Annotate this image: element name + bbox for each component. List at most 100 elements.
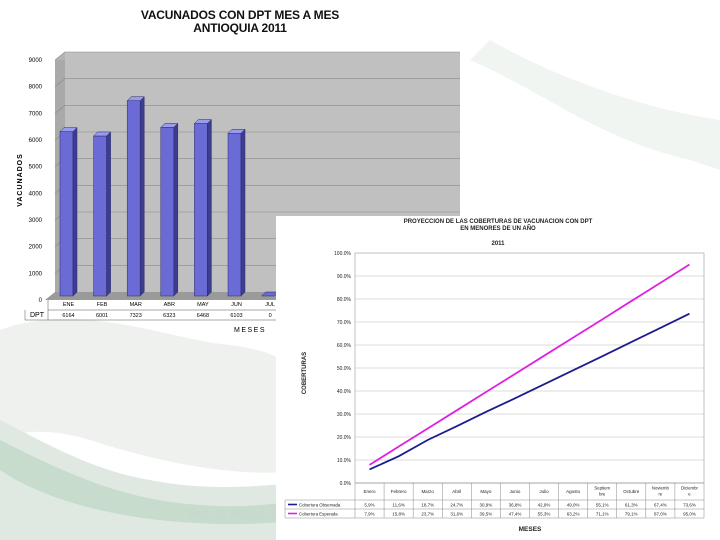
- line-chart-table-value: 47,4%: [509, 511, 522, 516]
- line-chart-subtitle: 2011: [491, 241, 505, 247]
- line-chart-x-tick-label: Mayo: [480, 489, 492, 494]
- line-chart-x-tick-label: Agosto: [566, 489, 581, 494]
- line-chart-table-value: 61,3%: [625, 502, 638, 507]
- line-chart-table-value: 55,1%: [596, 502, 609, 507]
- line-chart-x-tick-label: Febrero: [391, 489, 407, 494]
- bar-chart-y-tick-labels: 0 1000 2000 3000 4000 5000 6000 7000 8000 9000: [29, 58, 43, 304]
- bar-chart-y-tick-label: 3000: [29, 218, 43, 224]
- line-chart-y-tick-label: 80.0%: [337, 297, 352, 303]
- green-flag-stripe: [0, 440, 300, 525]
- bar-top: [160, 123, 179, 128]
- line-chart-x-axis-label: MESES: [519, 526, 542, 533]
- line-chart-x-tick-label: bre: [599, 492, 606, 497]
- bar-chart-y-tick-label: 6000: [29, 138, 43, 144]
- line-chart-table-value: 42,9%: [538, 502, 551, 507]
- line-chart: 0.0% 10.0% 20.0% 30.0% 40.0% 50.0% 60.0% 70.0% 8…: [284, 251, 705, 533]
- bar-chart-table-value: 6468: [197, 313, 209, 319]
- line-chart-y-tick-label: 30.0%: [337, 412, 352, 418]
- line-chart-y-tick-label: 10.0%: [337, 458, 352, 464]
- line-chart-x-tick-label: Junio: [510, 489, 521, 494]
- line-chart-table-value: 31,6%: [450, 511, 463, 516]
- line-chart-table-value: 15,8%: [392, 511, 405, 516]
- line-chart-x-tick-label: Diciembr: [681, 486, 699, 491]
- line-chart-y-axis-label: COBERTURAS: [302, 352, 308, 394]
- line-chart-table-value: 18,7%: [421, 502, 434, 507]
- bar-chart-table-row-label: DPT: [30, 312, 45, 319]
- bar-chart-y-tick-label: 5000: [29, 165, 43, 171]
- bar-chart-gridline-side: [54, 78, 66, 87]
- line-chart-table-value: 73,6%: [683, 502, 696, 507]
- bar-chart-y-tick-label: 1000: [29, 271, 43, 277]
- line-chart-y-tick-label: 40.0%: [337, 389, 352, 395]
- bar: [59, 127, 78, 297]
- line-chart-table-value: 11,6%: [392, 502, 404, 507]
- line-chart-x-tick-label: Abril: [452, 489, 461, 494]
- line-chart-table-value: 49,0%: [567, 502, 580, 507]
- legend-series-name: Cobertura Esperada: [299, 511, 338, 516]
- bar-chart-bars: [59, 96, 280, 297]
- footer-slogan: "Por la Salud d: [182, 506, 276, 522]
- bar-chart-y-tick-label: 8000: [29, 85, 43, 91]
- line-chart-y-tick-label: 50.0%: [337, 366, 352, 372]
- line-chart-gridlines: [355, 275, 704, 461]
- bar-chart-data-table: ENE 6164 FEB 6001 MAR 7323 ABR 6323 MAY 6468 JUN 61…: [24, 300, 278, 321]
- line-chart-y-tick-labels: 0.0% 10.0% 20.0% 30.0% 40.0% 50.0% 60.0% 70.0% 8…: [334, 251, 352, 487]
- bar-chart-table-value: 6103: [230, 313, 242, 319]
- bar: [193, 118, 213, 297]
- line-chart-x-tick-label: Septiem: [594, 486, 610, 491]
- bar-chart-y-tick-label: 9000: [29, 58, 43, 64]
- bar: [227, 128, 246, 297]
- line-chart-table-value: 63,2%: [567, 511, 580, 516]
- bar-chart-title-line1: VACUNADOS CON DPT MES A MES: [140, 8, 340, 22]
- bar-front: [93, 135, 107, 297]
- line-chart-table-value: 39,5%: [479, 511, 492, 516]
- bar-front: [194, 123, 208, 297]
- series-line-observada: [369, 312, 690, 471]
- right-edge-swoosh: [470, 40, 720, 170]
- bar-chart-x-tick-label: ABR: [164, 302, 175, 308]
- bar-chart-table-value: 6323: [163, 313, 175, 319]
- bar-front: [160, 127, 175, 297]
- line-chart-table-value: 36,8%: [509, 502, 522, 507]
- bar-top: [92, 131, 112, 137]
- line-chart-table-value: 67,4%: [654, 502, 667, 507]
- bar-side: [207, 118, 212, 297]
- bar-chart-x-tick-label: ENE: [63, 302, 75, 308]
- bar-chart-y-tick-label: 4000: [29, 191, 43, 197]
- bar-chart-x-tick-label: JUN: [231, 302, 242, 308]
- line-chart-table-value: 23,7%: [421, 511, 434, 516]
- line-chart-x-tick-label: re: [658, 492, 662, 497]
- line-chart-table-value: 71,1%: [596, 511, 609, 516]
- line-chart-table-value: 5,9%: [364, 502, 374, 507]
- legend-series-name: Cobertura Observada: [299, 502, 341, 507]
- bar-chart-gridline-side: [54, 105, 66, 114]
- line-chart-x-tick-label: Julio: [539, 489, 549, 494]
- line-chart-y-tick-label: 60.0%: [337, 343, 352, 349]
- line-chart-x-tick-label: Enero: [364, 489, 377, 494]
- line-chart-table-value: 79,1%: [625, 511, 638, 516]
- line-chart-data-table: Enero Febrero Marzo Abril Mayo Junio Julio Agos…: [284, 482, 705, 519]
- bar-chart-x-tick-label: FEB: [97, 302, 108, 308]
- line-chart-y-tick-label: 0.0%: [340, 481, 352, 487]
- bar-front: [126, 100, 141, 297]
- bar-top: [59, 127, 78, 132]
- bar-chart-x-axis-label: MESES: [234, 327, 266, 334]
- bar-chart-title: VACUNADOS CON DPT MES A MES ANTIOQUIA 20…: [110, 9, 370, 35]
- bar-top: [193, 119, 213, 124]
- bar-chart-x-tick-label: MAR: [130, 302, 142, 308]
- line-chart-title-line2: EN MENORES DE UN AÑO: [460, 226, 536, 232]
- line-chart-table-value: 24,7%: [450, 502, 463, 507]
- bar-side: [240, 128, 246, 297]
- line-chart-series-lines: [369, 263, 690, 471]
- line-chart-x-tick-label: Marzo: [421, 489, 434, 494]
- line-chart-y-tick-label: 20.0%: [337, 435, 352, 441]
- bar-chart-title-line2: ANTIOQUIA 2011: [193, 21, 287, 35]
- line-chart-title-line1: PROYECCION DE LAS COBERTURAS DE VACUNACI…: [403, 219, 593, 225]
- bar-front: [59, 131, 74, 297]
- bar-chart-y-axis-label: VACUNADOS: [17, 153, 24, 207]
- white-flag-swoosh: [0, 318, 300, 473]
- bar: [92, 131, 112, 297]
- bar: [160, 122, 179, 297]
- bar-chart-y-tick-label: 7000: [29, 111, 43, 117]
- bar-chart-table-value: 6001: [96, 313, 108, 319]
